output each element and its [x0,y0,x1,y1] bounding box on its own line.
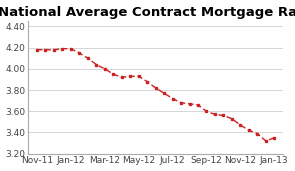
Title: National Average Contract Mortgage Rate: National Average Contract Mortgage Rate [0,5,295,19]
